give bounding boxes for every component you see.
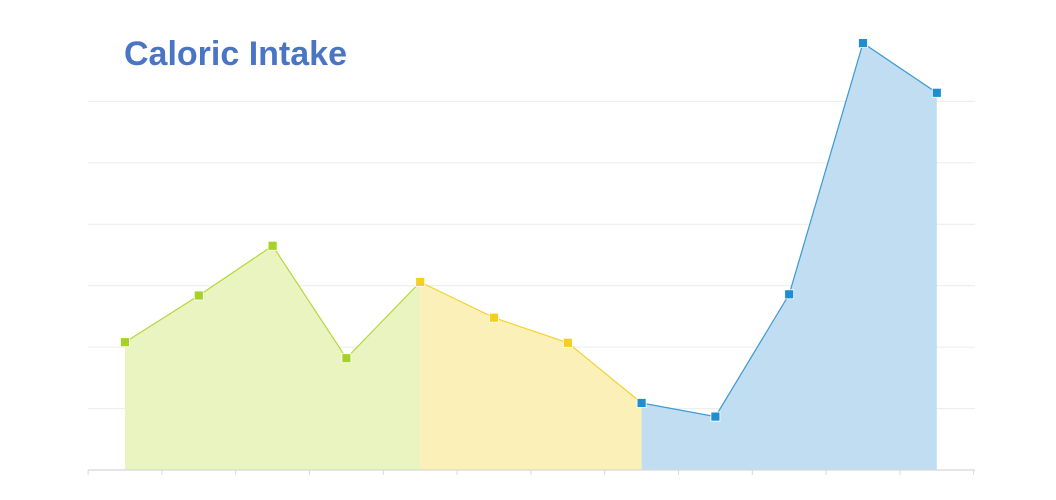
data-point[interactable] — [120, 337, 130, 348]
data-point[interactable] — [193, 290, 204, 301]
data-point[interactable] — [858, 38, 868, 48]
data-point[interactable] — [931, 87, 942, 98]
area-segment-3 — [641, 43, 937, 470]
area-fills — [125, 43, 937, 470]
area-segment-1 — [125, 245, 421, 470]
data-point[interactable] — [784, 289, 795, 300]
data-point[interactable] — [710, 411, 721, 422]
data-point[interactable] — [415, 277, 426, 287]
series-line-segment-2 — [419, 281, 642, 404]
data-point[interactable] — [636, 398, 647, 408]
data-point[interactable] — [489, 312, 499, 323]
data-point[interactable] — [267, 240, 278, 251]
data-point[interactable] — [341, 353, 352, 364]
data-point[interactable] — [562, 337, 573, 348]
chart-title: Caloric Intake — [124, 35, 347, 73]
area-segment-2 — [420, 282, 642, 470]
x-axis — [87, 469, 975, 475]
data-points — [120, 38, 942, 422]
